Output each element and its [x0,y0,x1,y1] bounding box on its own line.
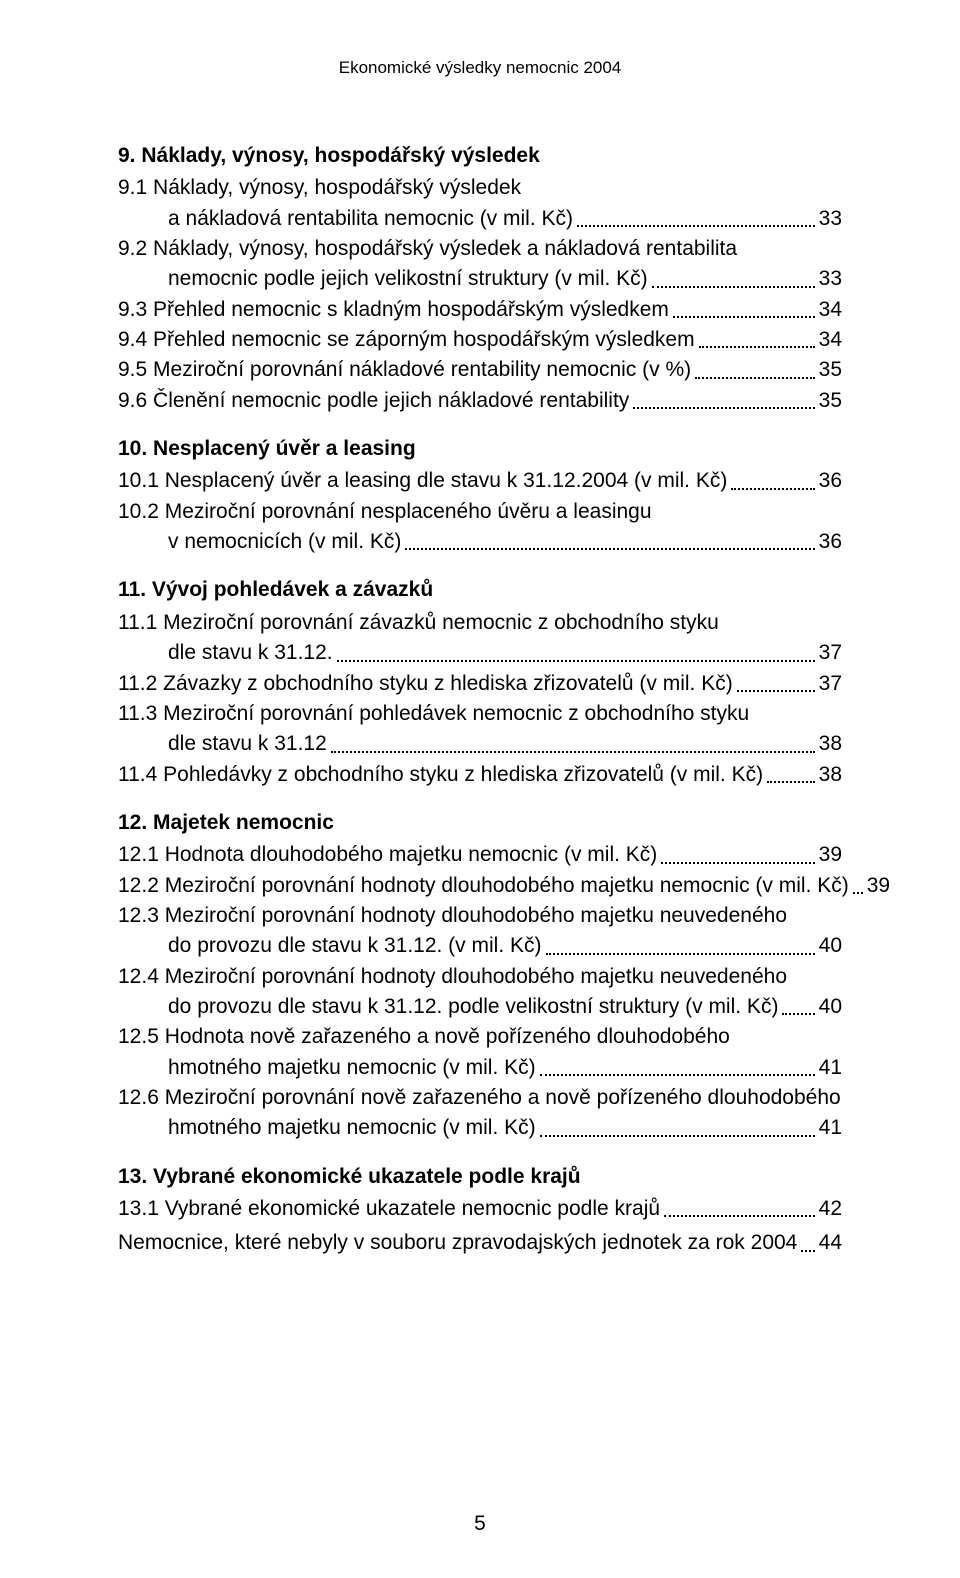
toc-entry-page: 35 [819,387,842,415]
toc-leader [673,315,815,318]
toc-entry: dle stavu k 31.12 38 [118,730,842,758]
toc-entry-page: 36 [819,528,842,556]
document-page: Ekonomické výsledky nemocnic 2004 9. Nák… [0,0,960,1578]
page-header: Ekonomické výsledky nemocnic 2004 [118,58,842,78]
toc-leader [540,1134,815,1137]
toc-entry: 10.1 Nesplacený úvěr a leasing dle stavu… [118,467,842,495]
toc-leader [540,1073,815,1076]
toc-entry: 11.2 Závazky z obchodního styku z hledis… [118,670,842,698]
section-title: 11. Vývoj pohledávek a závazků [118,576,842,604]
toc-leader [405,547,814,550]
toc-leader [577,224,815,227]
toc-entry: do provozu dle stavu k 31.12. (v mil. Kč… [118,932,842,960]
toc-entry-line: 12.5 Hodnota nově zařazeného a nově poří… [118,1023,842,1051]
toc-leader [664,1214,815,1217]
toc-entry-label: do provozu dle stavu k 31.12. (v mil. Kč… [168,932,542,960]
toc-entry-page: 37 [819,639,842,667]
toc-leader [699,345,815,348]
toc-leader [331,750,815,753]
toc-entry-label: 9.4 Přehled nemocnic se záporným hospodá… [118,326,695,354]
toc-entry-line: 12.4 Meziroční porovnání hodnoty dlouhod… [118,963,842,991]
toc-leader [737,689,815,692]
toc-leader [661,861,814,864]
toc-leader [546,952,815,955]
toc-entry: nemocnic podle jejich velikostní struktu… [118,265,842,293]
toc-entry: 11.4 Pohledávky z obchodního styku z hle… [118,761,842,789]
toc-entry: 12.2 Meziroční porovnání hodnoty dlouhod… [118,872,842,900]
toc-entry-page: 34 [819,326,842,354]
toc-entry: 9.5 Meziroční porovnání nákladové rentab… [118,356,842,384]
toc-entry-label: 11.2 Závazky z obchodního styku z hledis… [118,670,733,698]
toc-entry-page: 40 [819,993,842,1021]
toc-entry-page: 36 [819,467,842,495]
section-title: 9. Náklady, výnosy, hospodářský výsledek [118,142,842,170]
toc-entry-label: hmotného majetku nemocnic (v mil. Kč) [168,1114,536,1142]
toc-entry: hmotného majetku nemocnic (v mil. Kč) 41 [118,1054,842,1082]
toc-entry-label: 10.1 Nesplacený úvěr a leasing dle stavu… [118,467,727,495]
toc-entry-page: 41 [819,1114,842,1142]
toc-entry: 13.1 Vybrané ekonomické ukazatele nemocn… [118,1195,842,1223]
toc-entry-label: Nemocnice, které nebyly v souboru zpravo… [118,1229,797,1257]
page-number: 5 [0,1512,960,1536]
toc-entry: 9.6 Členění nemocnic podle jejich náklad… [118,387,842,415]
toc-entry: 9.3 Přehled nemocnic s kladným hospodářs… [118,296,842,324]
toc-entry-line: 9.1 Náklady, výnosy, hospodářský výslede… [118,174,842,202]
toc-entry-label: 12.1 Hodnota dlouhodobého majetku nemocn… [118,841,657,869]
toc-entry: do provozu dle stavu k 31.12. podle veli… [118,993,842,1021]
toc-entry-label: 12.2 Meziroční porovnání hodnoty dlouhod… [118,872,849,900]
table-of-contents: 9. Náklady, výnosy, hospodářský výsledek… [118,142,842,1258]
toc-entry-label: v nemocnicích (v mil. Kč) [168,528,401,556]
toc-leader [801,1249,814,1252]
toc-leader [695,376,815,379]
toc-leader [652,285,815,288]
toc-entry-page: 33 [819,265,842,293]
section-title: 12. Majetek nemocnic [118,809,842,837]
toc-entry-label: nemocnic podle jejich velikostní struktu… [168,265,648,293]
toc-entry: a nákladová rentabilita nemocnic (v mil.… [118,205,842,233]
toc-entry-label: dle stavu k 31.12 [168,730,327,758]
toc-entry: Nemocnice, které nebyly v souboru zpravo… [118,1229,842,1257]
toc-entry-line: 9.2 Náklady, výnosy, hospodářský výslede… [118,235,842,263]
toc-entry-page: 40 [819,932,842,960]
toc-leader [731,487,814,490]
toc-leader [767,780,815,783]
toc-entry-page: 39 [867,872,890,900]
toc-entry-page: 34 [819,296,842,324]
toc-entry-page: 35 [819,356,842,384]
toc-entry-line: 12.3 Meziroční porovnání hodnoty dlouhod… [118,902,842,930]
section-title: 13. Vybrané ekonomické ukazatele podle k… [118,1163,842,1191]
toc-entry: hmotného majetku nemocnic (v mil. Kč) 41 [118,1114,842,1142]
toc-entry-label: 9.3 Přehled nemocnic s kladným hospodářs… [118,296,669,324]
toc-entry-label: dle stavu k 31.12. [168,639,333,667]
toc-entry-page: 33 [819,205,842,233]
toc-entry-label: hmotného majetku nemocnic (v mil. Kč) [168,1054,536,1082]
section-title: 10. Nesplacený úvěr a leasing [118,435,842,463]
toc-entry-page: 39 [819,841,842,869]
toc-entry-line: 11.3 Meziroční porovnání pohledávek nemo… [118,700,842,728]
toc-leader [337,659,815,662]
toc-entry-page: 37 [819,670,842,698]
toc-entry: 12.1 Hodnota dlouhodobého majetku nemocn… [118,841,842,869]
toc-entry-page: 42 [819,1195,842,1223]
toc-entry-label: a nákladová rentabilita nemocnic (v mil.… [168,205,573,233]
toc-entry-line: 12.6 Meziroční porovnání nově zařazeného… [118,1084,842,1112]
toc-entry: dle stavu k 31.12. 37 [118,639,842,667]
toc-entry-page: 44 [819,1229,842,1257]
toc-entry-page: 38 [819,761,842,789]
toc-entry-label: do provozu dle stavu k 31.12. podle veli… [168,993,778,1021]
toc-entry: 9.4 Přehled nemocnic se záporným hospodá… [118,326,842,354]
toc-entry-label: 11.4 Pohledávky z obchodního styku z hle… [118,761,763,789]
toc-entry-label: 9.5 Meziroční porovnání nákladové rentab… [118,356,691,384]
toc-entry-page: 38 [819,730,842,758]
toc-leader [853,891,863,894]
toc-leader [782,1012,814,1015]
toc-entry-line: 10.2 Meziroční porovnání nesplaceného úv… [118,498,842,526]
toc-entry-label: 9.6 Členění nemocnic podle jejich náklad… [118,387,629,415]
toc-leader [633,406,814,409]
toc-entry-page: 41 [819,1054,842,1082]
toc-entry-label: 13.1 Vybrané ekonomické ukazatele nemocn… [118,1195,660,1223]
toc-entry-line: 11.1 Meziroční porovnání závazků nemocni… [118,609,842,637]
toc-entry: v nemocnicích (v mil. Kč) 36 [118,528,842,556]
